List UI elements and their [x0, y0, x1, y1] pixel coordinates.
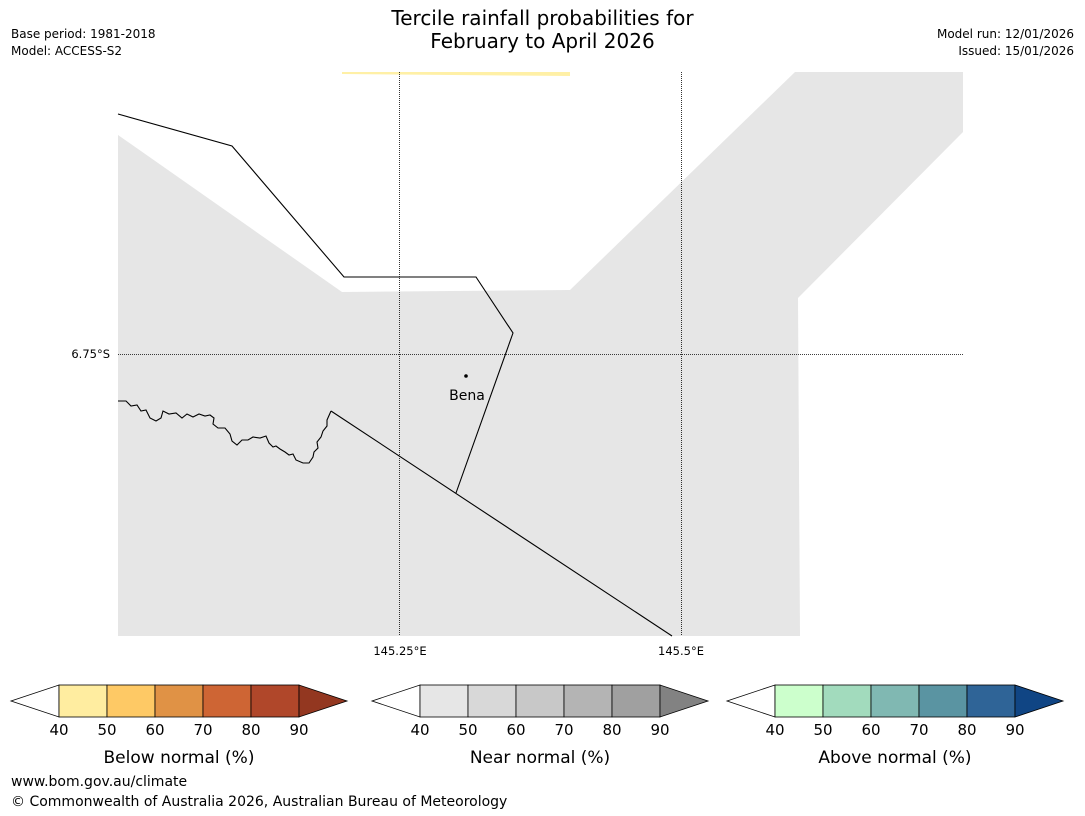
legend-tick-label: 50	[97, 721, 116, 739]
legend-tick-label: 60	[861, 721, 880, 739]
legend-1: 40 50 60 70 80 90 Below normal (%)	[9, 684, 349, 768]
legend-tick-label: 50	[458, 721, 477, 739]
legend-tick-label: 90	[650, 721, 669, 739]
legend-tick-label: 60	[506, 721, 525, 739]
legend-swatch	[822, 684, 872, 718]
legend-swatch	[154, 684, 204, 718]
legend-tick-label: 60	[145, 721, 164, 739]
legend-tick-label: 80	[957, 721, 976, 739]
legend-under-triangle	[370, 684, 421, 718]
bena-town-marker	[464, 374, 468, 378]
legend-swatch	[918, 684, 968, 718]
model-run: Model run: 12/01/2026	[936, 27, 1074, 41]
lon-label-145-25: 145.25°E	[373, 644, 426, 658]
meta-right: Model run: 12/01/2026 Issued: 15/01/2026	[937, 26, 1074, 60]
model-name: Model: ACCESS-S2	[11, 44, 123, 58]
legend-3: 40 50 60 70 80 90 Above normal (%)	[725, 684, 1065, 768]
province-border-north	[117, 113, 514, 494]
title-line-1: Tercile rainfall probabilities for	[391, 6, 694, 30]
legend-tick-label: 70	[193, 721, 212, 739]
near-normal-region	[118, 72, 963, 636]
legend-over-triangle	[298, 684, 349, 718]
lat-label: 6.75°S	[71, 347, 110, 361]
legend-swatch	[202, 684, 252, 718]
footer-url: www.bom.gov.au/climate	[11, 774, 188, 790]
legend-swatch	[611, 684, 661, 718]
legend-over-triangle	[659, 684, 710, 718]
legend-under-triangle	[9, 684, 60, 718]
legend-area: 40 50 60 70 80 90 Below normal (%) 40 50 60 70 80 90…	[9, 684, 1065, 768]
legend-swatch	[106, 684, 156, 718]
below-normal-sliver	[342, 72, 570, 76]
bena-town-label: Bena	[449, 388, 485, 404]
legend-swatch	[515, 684, 565, 718]
legend-swatch	[419, 684, 469, 718]
title-line-2: February to April 2026	[430, 29, 655, 53]
legend-tick-label: 90	[1005, 721, 1024, 739]
legend-under-triangle	[725, 684, 776, 718]
legend-tick-label: 70	[909, 721, 928, 739]
legend-tick-label: 70	[554, 721, 573, 739]
legend-swatch	[250, 684, 300, 718]
issued-date: Issued: 15/01/2026	[958, 44, 1074, 58]
legend-swatch	[58, 684, 108, 718]
legend-tick-label: 80	[602, 721, 621, 739]
lon-label-145-5: 145.5°E	[658, 644, 704, 658]
legend-title: Below normal (%)	[104, 748, 255, 768]
legend-2: 40 50 60 70 80 90 Near normal (%)	[370, 684, 710, 768]
legend-swatch	[774, 684, 824, 718]
legend-tick-label: 40	[765, 721, 784, 739]
legend-swatch	[870, 684, 920, 718]
legend-swatch	[966, 684, 1016, 718]
legend-tick-label: 90	[289, 721, 308, 739]
legend-swatch	[563, 684, 613, 718]
legend-title: Above normal (%)	[818, 748, 971, 768]
legend-tick-label: 80	[241, 721, 260, 739]
chart-title: Tercile rainfall probabilities for Febru…	[0, 7, 1085, 53]
legend-tick-label: 50	[813, 721, 832, 739]
base-period: Base period: 1981-2018	[11, 27, 156, 41]
meta-left: Base period: 1981-2018 Model: ACCESS-S2	[11, 26, 156, 60]
legend-title: Near normal (%)	[470, 748, 610, 768]
legend-tick-label: 40	[49, 721, 68, 739]
legend-swatch	[467, 684, 517, 718]
footer-copyright: © Commonwealth of Australia 2026, Austra…	[11, 794, 508, 810]
legend-tick-label: 40	[410, 721, 429, 739]
river-line	[118, 400, 332, 464]
legend-over-triangle	[1014, 684, 1065, 718]
province-border-south	[330, 410, 673, 637]
